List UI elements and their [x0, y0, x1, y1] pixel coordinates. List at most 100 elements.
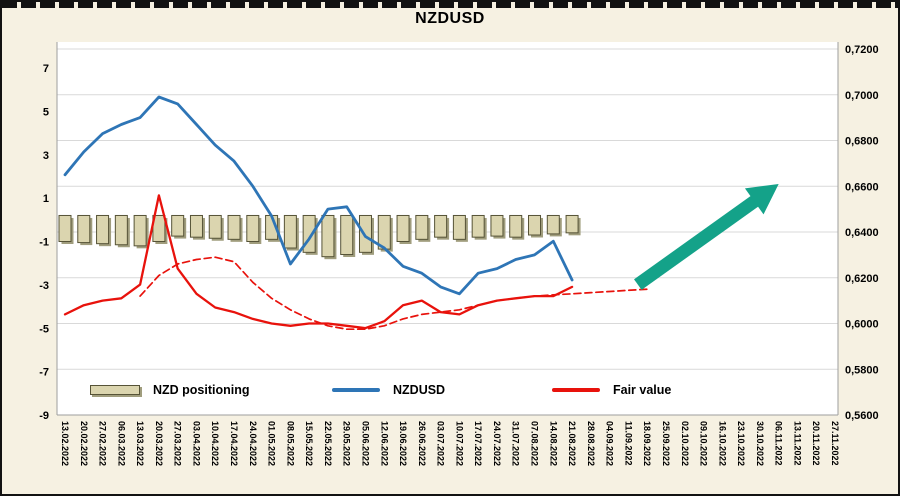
- positioning-bar: [565, 214, 579, 234]
- legend-item-nzdusd: NZDUSD: [332, 383, 445, 397]
- trend-arrow-head: [744, 183, 779, 215]
- x-axis-date-label: 03.07.2022: [436, 421, 446, 466]
- x-axis-date-label: 13.03.2022: [135, 421, 145, 466]
- positioning-bar: [96, 214, 110, 245]
- left-axis-tick-label: -9: [39, 410, 49, 422]
- left-axis-tick-label: 7: [43, 63, 49, 75]
- nzdusd-line: [63, 95, 574, 296]
- positioning-bar: [227, 214, 241, 240]
- positioning-bar: [321, 214, 335, 258]
- legend-label-nzd-positioning: NZD positioning: [153, 383, 250, 397]
- chart-title: NZDUSD: [415, 10, 485, 27]
- x-axis-date-label: 14.08.2022: [548, 421, 558, 466]
- positioning-bar: [396, 214, 410, 243]
- chart-legend: NZD positioning NZDUSD Fair value: [90, 383, 850, 405]
- right-axis-tick-label: 0,6200: [845, 273, 879, 285]
- positioning-bar: [415, 214, 429, 240]
- positioning-bar: [171, 214, 185, 237]
- fair-value-swatch-icon: [552, 388, 600, 392]
- x-axis-date-label: 16.10.2022: [717, 421, 727, 466]
- legend-label-nzdusd: NZDUSD: [393, 383, 446, 397]
- positioning-bar: [114, 214, 128, 246]
- x-axis-date-label: 28.08.2022: [586, 421, 596, 466]
- x-axis-date-label: 22.05.2022: [323, 421, 333, 466]
- x-axis-date-label: 13.11.2022: [792, 421, 802, 466]
- positioning-bar: [189, 214, 203, 238]
- x-axis-date-label: 17.04.2022: [229, 421, 239, 466]
- x-axis-date-label: 07.08.2022: [530, 421, 540, 466]
- x-axis-date-label: 20.11.2022: [811, 421, 821, 466]
- x-axis-date-label: 29.05.2022: [342, 421, 352, 466]
- x-axis-date-label: 30.10.2022: [755, 421, 765, 466]
- x-axis-date-label: 02.10.2022: [680, 421, 690, 466]
- positioning-bar: [546, 214, 560, 235]
- left-axis-tick-label: -3: [39, 280, 49, 292]
- x-axis-date-label: 08.05.2022: [285, 421, 295, 466]
- x-axis-date-label: 24.07.2022: [492, 421, 502, 466]
- x-axis-date-label: 21.08.2022: [567, 421, 577, 466]
- right-axis-tick-label: 0,6000: [845, 319, 879, 331]
- x-axis-date-label: 10.04.2022: [210, 421, 220, 466]
- x-axis-date-label: 11.09.2022: [623, 421, 633, 466]
- positioning-bar: [471, 214, 485, 238]
- x-axis-date-label: 27.11.2022: [830, 421, 840, 466]
- x-axis-date-label: 19.06.2022: [398, 421, 408, 466]
- right-axis-tick-label: 0,7000: [845, 90, 879, 102]
- x-axis-date-label: 03.04.2022: [191, 421, 201, 466]
- x-axis-date-label: 12.06.2022: [379, 421, 389, 466]
- positioning-bar: [452, 214, 466, 240]
- x-axis-date-label: 23.10.2022: [736, 421, 746, 466]
- x-axis-date-label: 17.07.2022: [473, 421, 483, 466]
- x-axis-date-label: 18.09.2022: [642, 421, 652, 466]
- x-axis-date-label: 04.09.2022: [605, 421, 615, 466]
- positioning-bar: [133, 214, 147, 247]
- positioning-bar: [77, 214, 91, 244]
- positioning-bar: [340, 214, 354, 256]
- x-axis-date-label: 27.02.2022: [98, 421, 108, 466]
- left-axis-tick-label: 5: [43, 106, 49, 118]
- right-axis-tick-label: 0,5600: [845, 410, 879, 422]
- positioning-bar: [246, 214, 260, 243]
- legend-item-nzd-positioning: NZD positioning: [90, 383, 250, 397]
- legend-label-fair-value: Fair value: [613, 383, 672, 397]
- x-axis-date-label: 09.10.2022: [699, 421, 709, 466]
- x-axis-date-label: 25.09.2022: [661, 421, 671, 466]
- positioning-bar: [208, 214, 222, 239]
- right-axis-tick-label: 0,6800: [845, 136, 879, 148]
- x-axis-date-label: 24.04.2022: [248, 421, 258, 466]
- trend-arrow-shaft: [634, 192, 763, 290]
- x-axis-date-label: 06.03.2022: [116, 421, 126, 466]
- x-axis-date-label: 20.03.2022: [154, 421, 164, 466]
- x-axis-date-label: 13.02.2022: [60, 421, 70, 466]
- right-axis-tick-label: 0,5800: [845, 364, 879, 376]
- left-axis-tick-label: -7: [39, 367, 49, 379]
- nzdusd-swatch-icon: [332, 388, 380, 392]
- fair-value-forecast-line: [139, 256, 649, 331]
- positioning-bar: [358, 214, 372, 253]
- x-axis-date-label: 15.05.2022: [304, 421, 314, 466]
- x-axis-date-label: 05.06.2022: [360, 421, 370, 466]
- positioning-bar: [283, 214, 297, 249]
- nzd-positioning-swatch-icon: [90, 385, 140, 395]
- right-axis-tick-label: 0,7200: [845, 44, 879, 56]
- x-axis-date-label: 27.03.2022: [173, 421, 183, 466]
- fair-value-line: [63, 194, 574, 330]
- x-axis-date-label: 01.05.2022: [267, 421, 277, 466]
- positioning-bar: [58, 214, 72, 243]
- x-axis-date-label: 26.06.2022: [417, 421, 427, 466]
- x-axis-date-label: 06.11.2022: [774, 421, 784, 466]
- right-axis-tick-label: 0,6400: [845, 227, 879, 239]
- x-axis-date-label: 20.02.2022: [79, 421, 89, 466]
- positioning-bar: [509, 214, 523, 238]
- positioning-bar: [434, 214, 448, 238]
- positioning-bar: [490, 214, 504, 237]
- positioning-bar: [528, 214, 542, 236]
- left-axis-tick-label: 1: [43, 193, 49, 205]
- left-axis-tick-label: -1: [39, 237, 49, 249]
- left-axis-tick-label: 3: [43, 150, 49, 162]
- right-axis-tick-label: 0,6600: [845, 181, 879, 193]
- x-axis-date-label: 31.07.2022: [511, 421, 521, 466]
- x-axis-date-label: 10.07.2022: [454, 421, 464, 466]
